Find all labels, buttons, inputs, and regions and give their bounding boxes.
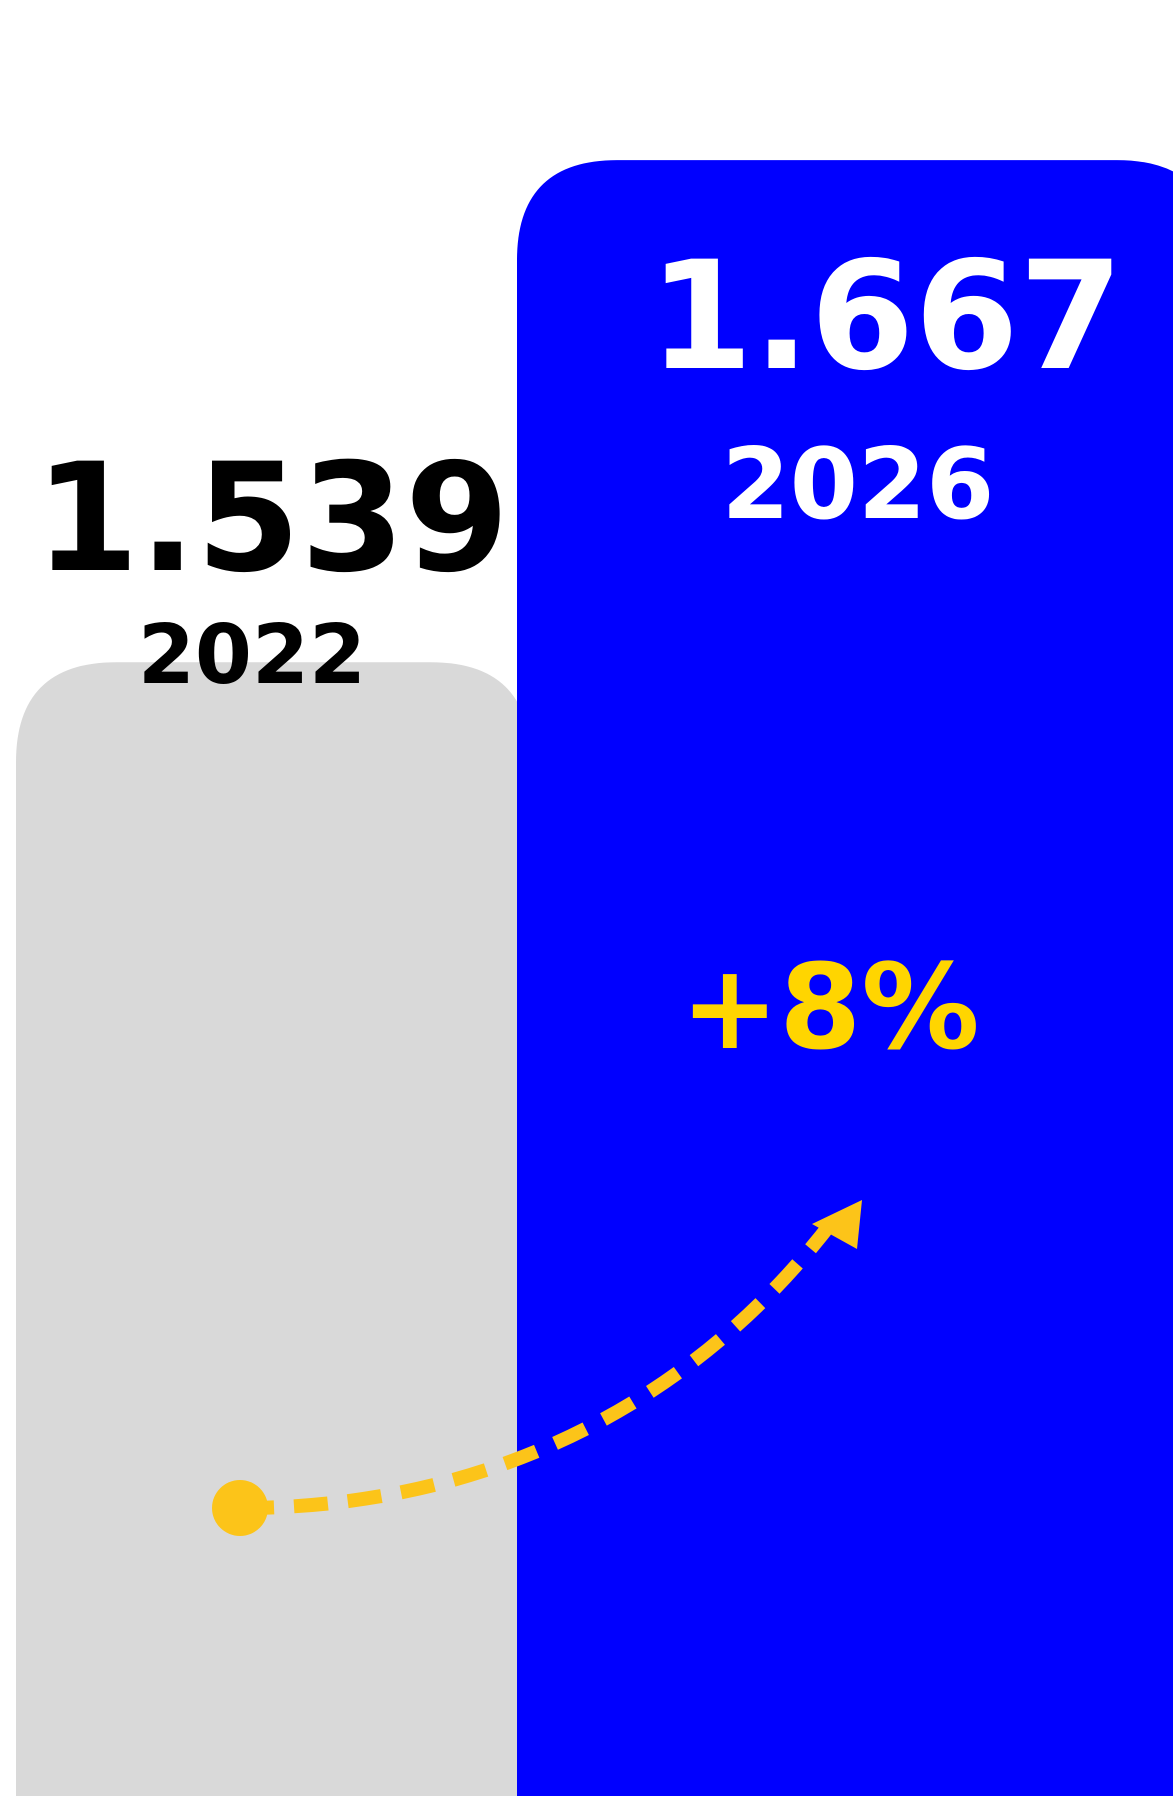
- category-label-2026: 2026: [722, 428, 995, 542]
- growth-arrow-head: [812, 1200, 862, 1249]
- value-label-2022: 1.539: [35, 432, 509, 606]
- growth-arrow-start-dot: [212, 1480, 268, 1536]
- bar-2026: [517, 160, 1173, 1796]
- growth-arrow-path: [239, 1213, 841, 1515]
- change-label: +8%: [680, 938, 979, 1076]
- value-label-2026: 1.667: [649, 230, 1123, 404]
- category-label-2022: 2022: [138, 608, 366, 703]
- bar-2022: [16, 662, 531, 1796]
